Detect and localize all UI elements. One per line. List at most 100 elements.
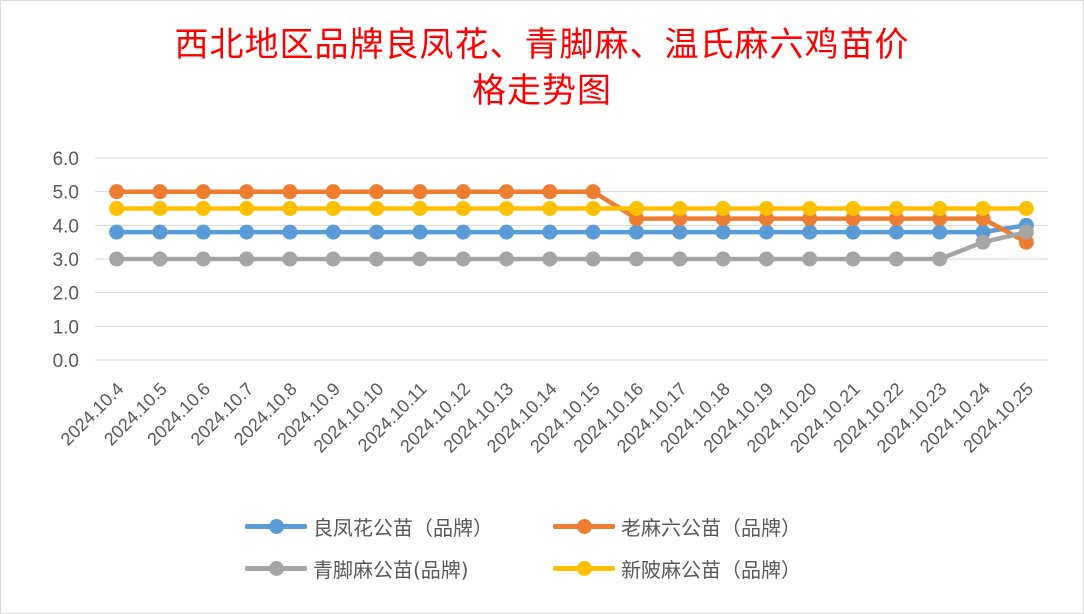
data-point <box>585 184 601 200</box>
y-tick-label: 1.0 <box>53 317 79 338</box>
legend-item: 良凤花公苗（品牌） <box>245 508 493 544</box>
data-point <box>369 201 385 216</box>
data-point <box>628 201 644 216</box>
data-point <box>499 184 515 200</box>
data-point <box>109 224 125 240</box>
y-tick-label: 0.0 <box>53 351 79 372</box>
series-line <box>114 223 1029 235</box>
data-point <box>152 251 168 267</box>
legend-swatch-marker <box>269 561 284 576</box>
data-point <box>282 251 298 267</box>
y-tick-label: 3.0 <box>53 250 79 271</box>
data-point <box>325 224 341 240</box>
data-point <box>369 184 385 200</box>
data-point <box>802 201 818 216</box>
chart-title: 西北地区品牌良凤花、青脚麻、温氏麻六鸡苗价 格走势图 <box>0 22 1084 114</box>
legend-swatch <box>245 558 307 578</box>
data-point <box>758 224 774 240</box>
data-point <box>672 251 688 267</box>
data-point <box>109 251 125 267</box>
data-point <box>282 184 298 200</box>
data-point <box>542 201 558 216</box>
data-point <box>888 224 904 240</box>
data-point <box>888 201 904 216</box>
data-point <box>195 201 211 216</box>
data-point <box>282 224 298 240</box>
data-point <box>195 184 211 200</box>
data-point <box>499 251 515 267</box>
data-point <box>152 184 168 200</box>
data-point <box>802 224 818 240</box>
legend-item: 新陂麻公苗（品牌） <box>553 550 801 586</box>
data-point <box>845 224 861 240</box>
data-point <box>152 201 168 216</box>
legend-label: 新陂麻公苗（品牌） <box>621 557 801 582</box>
data-point <box>325 184 341 200</box>
legend-swatch-marker <box>269 519 284 534</box>
legend-swatch <box>553 516 615 536</box>
data-point <box>845 201 861 216</box>
data-point <box>369 224 385 240</box>
data-point <box>499 224 515 240</box>
data-point <box>369 251 385 267</box>
legend-label: 良凤花公苗（品牌） <box>313 515 493 540</box>
y-tick-label: 5.0 <box>53 183 79 204</box>
data-point <box>412 224 428 240</box>
data-point <box>455 201 471 216</box>
y-tick-label: 4.0 <box>53 216 79 237</box>
data-point <box>455 184 471 200</box>
data-point <box>239 201 255 216</box>
legend-swatch-marker <box>577 561 592 576</box>
data-point <box>109 201 125 216</box>
data-point <box>975 234 991 250</box>
data-point <box>1018 224 1034 240</box>
legend-item: 老麻六公苗（品牌） <box>553 508 801 544</box>
data-point <box>932 201 948 216</box>
data-point <box>325 201 341 216</box>
data-point <box>455 224 471 240</box>
series-line <box>114 189 1029 245</box>
data-point <box>628 224 644 240</box>
data-point <box>542 224 558 240</box>
legend-item: 青脚麻公苗(品牌) <box>245 550 469 586</box>
data-point <box>412 201 428 216</box>
data-point <box>715 224 731 240</box>
data-point <box>628 251 644 267</box>
data-point <box>1018 201 1034 216</box>
series-line <box>114 229 1029 262</box>
y-tick-label: 6.0 <box>53 149 79 170</box>
data-point <box>239 251 255 267</box>
data-point <box>412 251 428 267</box>
data-point <box>585 224 601 240</box>
data-point <box>888 251 904 267</box>
data-point <box>152 224 168 240</box>
data-point <box>758 251 774 267</box>
data-point <box>412 184 428 200</box>
data-point <box>455 251 471 267</box>
data-point <box>239 224 255 240</box>
data-point <box>758 201 774 216</box>
data-point <box>802 251 818 267</box>
legend-swatch-marker <box>577 519 592 534</box>
data-point <box>845 251 861 267</box>
data-point <box>239 184 255 200</box>
data-point <box>585 251 601 267</box>
data-point <box>585 201 601 216</box>
legend-swatch <box>245 516 307 536</box>
data-point <box>715 251 731 267</box>
data-point <box>672 224 688 240</box>
y-tick-label: 2.0 <box>53 284 79 305</box>
data-point <box>715 201 731 216</box>
data-point <box>542 184 558 200</box>
data-point <box>542 251 558 267</box>
chart-title-line-2: 格走势图 <box>472 71 612 111</box>
legend-label: 青脚麻公苗(品牌) <box>313 557 469 582</box>
data-point <box>282 201 298 216</box>
data-point <box>975 201 991 216</box>
data-point <box>672 201 688 216</box>
data-point <box>195 251 211 267</box>
legend-swatch <box>553 558 615 578</box>
legend-label: 老麻六公苗（品牌） <box>621 515 801 540</box>
data-point <box>109 184 125 200</box>
